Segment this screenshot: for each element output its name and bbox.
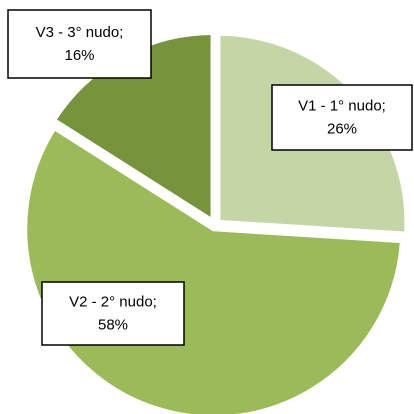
- slice-category-label: V3 - 3° nudo;: [36, 24, 124, 41]
- slice-category-label: V2 - 2° nudo;: [69, 293, 157, 310]
- label-box: [271, 84, 413, 151]
- label-box: [7, 9, 152, 79]
- label-box: [41, 281, 185, 346]
- slice-value-label: 16%: [64, 47, 94, 64]
- slice-category-label: V1 - 1° nudo;: [298, 97, 386, 114]
- slice-value-label: 58%: [98, 316, 128, 333]
- slice-value-label: 26%: [327, 120, 357, 137]
